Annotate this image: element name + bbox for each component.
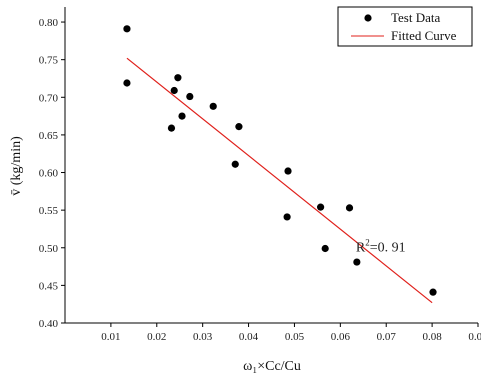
y-tick-label: 0.65 [39, 130, 59, 142]
legend-label-fitted-curve: Fitted Curve [391, 28, 457, 43]
data-point [170, 86, 178, 95]
data-point [167, 124, 176, 132]
x-tick-label: 0.06 [331, 331, 351, 343]
data-point [178, 112, 186, 120]
annotations: R2=0. 91 [356, 238, 406, 256]
x-tick-label: 0.02 [147, 331, 166, 343]
data-point [345, 204, 354, 212]
data-point [174, 74, 182, 82]
data-point [123, 25, 131, 33]
data-point [429, 288, 437, 296]
legend: Test Data Fitted Curve [337, 6, 473, 47]
data-point [209, 102, 217, 110]
y-tick-label: 0.60 [39, 168, 59, 180]
data-point [186, 92, 194, 101]
data-point [353, 258, 361, 266]
fitted-curve-line [126, 57, 433, 304]
legend-box [337, 6, 473, 47]
y-tick-label: 0.75 [39, 55, 59, 67]
data-point [283, 213, 291, 221]
data-point [235, 123, 243, 131]
annotation-base: R [356, 241, 366, 256]
x-tick-label: 0.01 [101, 331, 120, 343]
y-axis-label: v̄ (kg/min) [9, 136, 24, 196]
data-points [123, 25, 437, 296]
y-tick-label: 0.50 [39, 243, 59, 255]
data-point [123, 79, 131, 87]
y-tick-label: 0.80 [39, 17, 59, 29]
fitted-curve [126, 57, 433, 304]
data-point [231, 160, 239, 168]
r-squared-annotation: R2=0. 91 [356, 238, 406, 256]
y-tick-label: 0.70 [39, 92, 59, 104]
x-tick-label: 0.08 [422, 331, 442, 343]
x-tick-label: 0.05 [285, 331, 305, 343]
plot-area [64, 7, 478, 324]
data-point [317, 203, 325, 211]
x-tick-label: 0.04 [239, 331, 259, 343]
y-tick-label: 0.45 [39, 280, 59, 292]
x-tick-label: 0.07 [377, 331, 397, 343]
y-tick-label: 0.40 [39, 318, 59, 330]
legend-label-test-data: Test Data [391, 10, 440, 25]
annotation-superscript: 2 [365, 238, 370, 248]
x-tick-label: 0.09 [468, 331, 481, 343]
y-axis-ticks: 0.40 0.45 0.50 0.55 0.60 0.65 0.70 0.75 0.80 [39, 17, 65, 330]
x-axis-label: ω₁×Cc/Cu [243, 359, 301, 374]
y-tick-label: 0.55 [39, 205, 59, 217]
x-axis-ticks: 0.01 0.02 0.03 0.04 0.05 0.06 0.07 0.08 0.09 [101, 323, 481, 343]
x-tick-label: 0.03 [193, 331, 213, 343]
data-point [321, 244, 329, 253]
legend-marker-test-data [364, 14, 372, 22]
data-point [284, 167, 292, 175]
annotation-value: =0. 91 [370, 241, 406, 256]
